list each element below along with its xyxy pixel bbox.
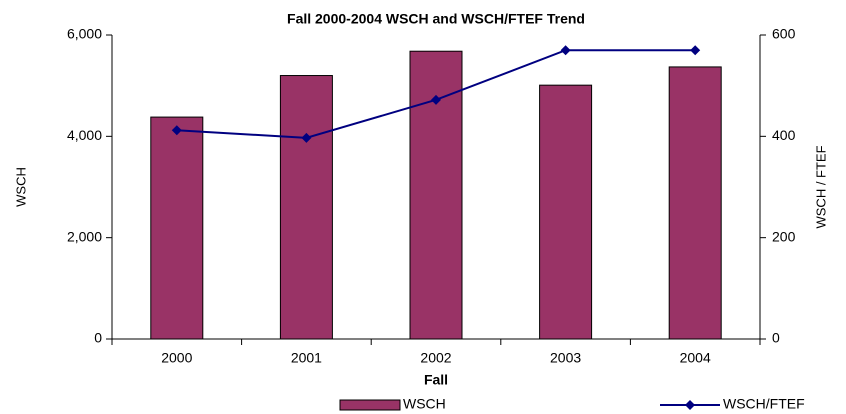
y2-tick-label: 0	[772, 330, 780, 346]
bar	[150, 116, 204, 340]
bar	[539, 84, 593, 340]
bar	[668, 66, 722, 340]
marker	[560, 45, 571, 56]
x-tick-label: 2003	[550, 350, 581, 366]
y2-tick-label: 400	[772, 127, 796, 143]
chart-title: Fall 2000-2004 WSCH and WSCH/FTEF Trend	[287, 11, 585, 27]
legend-swatch	[339, 399, 401, 411]
marker	[301, 132, 312, 143]
x-tick-label: 2001	[291, 350, 322, 366]
y-tick-label: 2,000	[67, 228, 102, 244]
bar	[409, 50, 463, 340]
x-axis-label: Fall	[424, 372, 448, 388]
y2-tick-label: 600	[772, 26, 796, 42]
y-tick-label: 0	[94, 330, 102, 346]
y2-tick-label: 200	[772, 228, 796, 244]
x-tick-label: 2004	[680, 350, 711, 366]
marker	[431, 94, 441, 105]
legend-label: WSCH	[403, 396, 446, 412]
marker	[690, 45, 701, 56]
y-tick-label: 4,000	[67, 127, 102, 143]
legend-label: WSCH/FTEF	[723, 396, 805, 412]
bar	[279, 75, 333, 340]
y-tick-label: 6,000	[67, 26, 102, 42]
y-axis-label: WSCH	[13, 167, 28, 207]
x-tick-label: 2000	[161, 350, 192, 366]
y2-axis-label: WSCH / FTEF	[813, 145, 828, 228]
x-tick-label: 2002	[420, 350, 451, 366]
marker	[171, 125, 182, 136]
legend-marker	[685, 400, 695, 410]
